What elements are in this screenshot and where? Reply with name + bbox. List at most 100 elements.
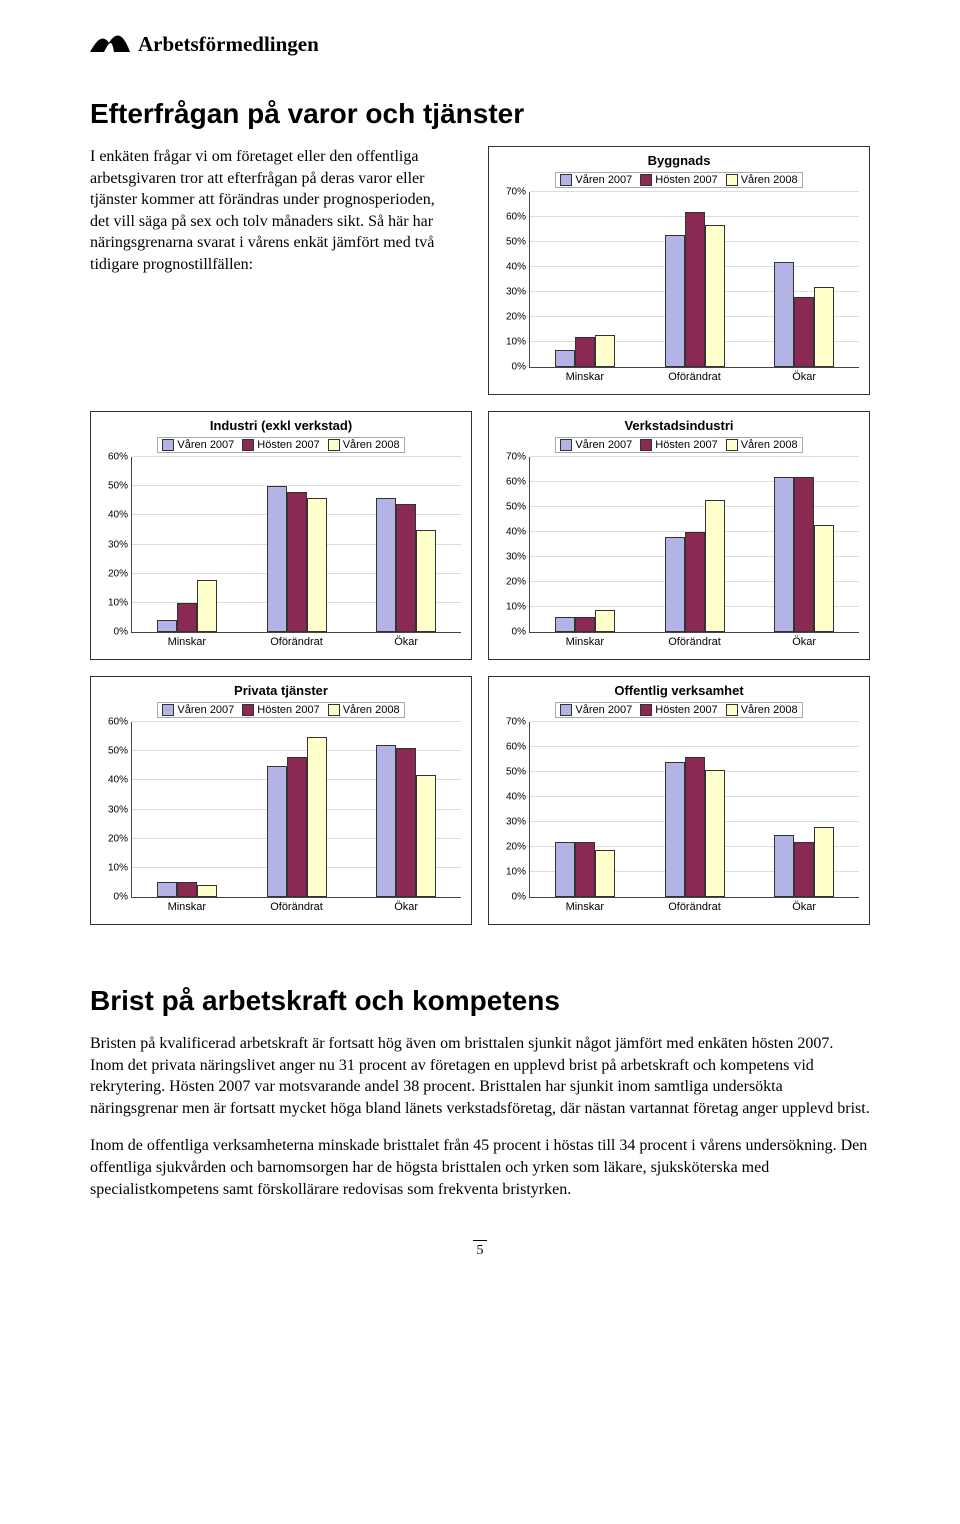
category-group: Minskar <box>530 192 640 367</box>
y-axis-label: 60% <box>108 452 132 463</box>
bar <box>416 530 436 632</box>
legend-swatch-icon <box>640 174 652 186</box>
y-axis-label: 60% <box>506 742 530 753</box>
x-axis-label: Minskar <box>530 897 640 913</box>
bar <box>177 882 197 897</box>
bar <box>376 498 396 632</box>
y-axis-label: 30% <box>108 804 132 815</box>
bar <box>595 335 615 368</box>
legend-label: Våren 2007 <box>575 174 632 186</box>
chart-plot: 0%10%20%30%40%50%60%70%MinskarOförändrat… <box>529 457 859 633</box>
bar <box>575 617 595 632</box>
legend-item: Hösten 2007 <box>242 704 319 716</box>
x-axis-label: Oförändrat <box>242 897 352 913</box>
chart-verkstad: Verkstadsindustri Våren 2007 Hösten 2007 Vå… <box>488 411 870 660</box>
y-axis-label: 0% <box>512 627 530 638</box>
chart-title: Industri (exkl verkstad) <box>101 418 461 433</box>
bar <box>705 225 725 368</box>
bar <box>376 745 396 897</box>
section1-intro: I enkäten frågar vi om företaget eller d… <box>90 146 458 276</box>
legend-label: Hösten 2007 <box>257 439 319 451</box>
bar <box>595 610 615 633</box>
x-axis-label: Ökar <box>351 632 461 648</box>
legend-swatch-icon <box>560 439 572 451</box>
bar <box>665 537 685 632</box>
category-group: Minskar <box>132 722 242 897</box>
bar <box>774 262 794 367</box>
category-group: Ökar <box>749 722 859 897</box>
y-axis-label: 0% <box>512 892 530 903</box>
y-axis-label: 40% <box>108 775 132 786</box>
legend-label: Våren 2007 <box>177 439 234 451</box>
bar <box>814 525 834 633</box>
logo-mark-icon <box>90 30 130 58</box>
y-axis-label: 20% <box>108 833 132 844</box>
legend-label: Hösten 2007 <box>655 174 717 186</box>
legend-item: Våren 2008 <box>726 174 798 186</box>
legend-item: Våren 2008 <box>726 439 798 451</box>
bar <box>814 827 834 897</box>
legend-swatch-icon <box>726 704 738 716</box>
legend-swatch-icon <box>162 439 174 451</box>
bar <box>794 477 814 632</box>
y-axis-label: 60% <box>506 212 530 223</box>
x-axis-label: Oförändrat <box>640 897 750 913</box>
category-group: Minskar <box>530 457 640 632</box>
bar <box>705 500 725 633</box>
legend-label: Våren 2008 <box>343 704 400 716</box>
bar <box>794 842 814 897</box>
y-axis-label: 30% <box>506 817 530 828</box>
y-axis-label: 50% <box>506 502 530 513</box>
legend-swatch-icon <box>242 439 254 451</box>
legend-item: Våren 2007 <box>560 439 632 451</box>
x-axis-label: Minskar <box>132 897 242 913</box>
bar <box>685 757 705 897</box>
legend-item: Våren 2007 <box>162 704 234 716</box>
chart-plot: 0%10%20%30%40%50%60%MinskarOförändratÖka… <box>131 457 461 633</box>
y-axis-label: 30% <box>506 552 530 563</box>
x-axis-label: Ökar <box>749 632 859 648</box>
y-axis-label: 50% <box>506 767 530 778</box>
legend-label: Våren 2008 <box>741 704 798 716</box>
legend-item: Våren 2007 <box>162 439 234 451</box>
chart-title: Verkstadsindustri <box>499 418 859 433</box>
org-logo: Arbetsförmedlingen <box>90 30 870 58</box>
y-axis-label: 60% <box>506 477 530 488</box>
chart-industri: Industri (exkl verkstad) Våren 2007 Hösten… <box>90 411 472 660</box>
y-axis-label: 0% <box>114 892 132 903</box>
category-group: Oförändrat <box>242 722 352 897</box>
chart-offentlig: Offentlig verksamhetVåren 2007Hösten 200… <box>488 676 870 925</box>
bar <box>157 620 177 632</box>
y-axis-label: 10% <box>506 602 530 613</box>
y-axis-label: 0% <box>512 362 530 373</box>
x-axis-label: Oförändrat <box>640 632 750 648</box>
category-group: Ökar <box>749 192 859 367</box>
org-name: Arbetsförmedlingen <box>138 32 319 57</box>
bar <box>396 504 416 632</box>
legend-swatch-icon <box>640 704 652 716</box>
legend-item: Hösten 2007 <box>242 439 319 451</box>
bar <box>157 882 177 897</box>
bar <box>685 532 705 632</box>
y-axis-label: 30% <box>506 287 530 298</box>
y-axis-label: 70% <box>506 452 530 463</box>
bar <box>197 885 217 897</box>
bar <box>396 748 416 897</box>
chart-plot: 0%10%20%30%40%50%60%MinskarOförändratÖka… <box>131 722 461 898</box>
legend-item: Våren 2008 <box>726 704 798 716</box>
category-group: Ökar <box>749 457 859 632</box>
y-axis-label: 50% <box>108 746 132 757</box>
y-axis-label: 20% <box>506 577 530 588</box>
bar <box>665 762 685 897</box>
chart-legend: Våren 2007 Hösten 2007 Våren 2008 <box>555 172 802 188</box>
legend-swatch-icon <box>726 439 738 451</box>
chart-legend: Våren 2007Hösten 2007Våren 2008 <box>555 702 802 718</box>
chart-title: Byggnads <box>499 153 859 168</box>
y-axis-label: 20% <box>506 312 530 323</box>
legend-item: Våren 2008 <box>328 704 400 716</box>
legend-label: Hösten 2007 <box>655 439 717 451</box>
legend-label: Våren 2008 <box>741 439 798 451</box>
bar <box>307 737 327 897</box>
chart-plot: 0%10%20%30%40%50%60%70%MinskarOförändrat… <box>529 192 859 368</box>
section2-para1: Bristen på kvalificerad arbetskraft är f… <box>90 1033 870 1119</box>
